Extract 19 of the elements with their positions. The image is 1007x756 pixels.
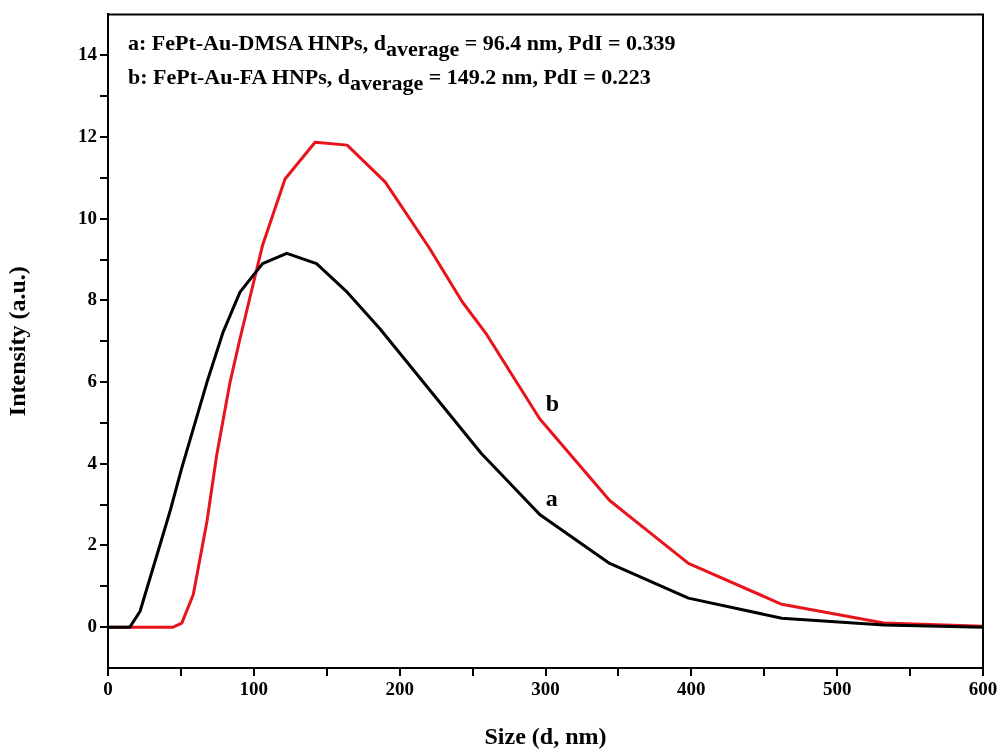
y-tick-label: 14 <box>78 43 98 65</box>
x-tick-label: 300 <box>531 678 560 700</box>
x-tick-label: 200 <box>385 678 414 700</box>
y-tick-label: 4 <box>87 451 98 473</box>
x-tick-label: 600 <box>968 678 998 700</box>
y-tick-label: 10 <box>78 206 97 228</box>
y-tick-label: 2 <box>87 533 97 555</box>
y-tick-label: 8 <box>87 288 97 310</box>
x-tick-label: 100 <box>239 678 269 700</box>
x-tick-label: 500 <box>822 678 852 700</box>
annotation: b <box>545 389 560 416</box>
x-tick-label: 0 <box>103 678 113 700</box>
y-tick-label: 0 <box>87 615 97 637</box>
y-tick-label: 6 <box>87 369 97 391</box>
annotation: a <box>545 485 558 512</box>
y-tick-label: 12 <box>78 124 97 146</box>
y-axis-title: Intensity (a.u.) <box>3 266 30 417</box>
x-tick-label: 400 <box>677 678 706 700</box>
x-axis-title: Size (d, nm) <box>484 722 607 749</box>
